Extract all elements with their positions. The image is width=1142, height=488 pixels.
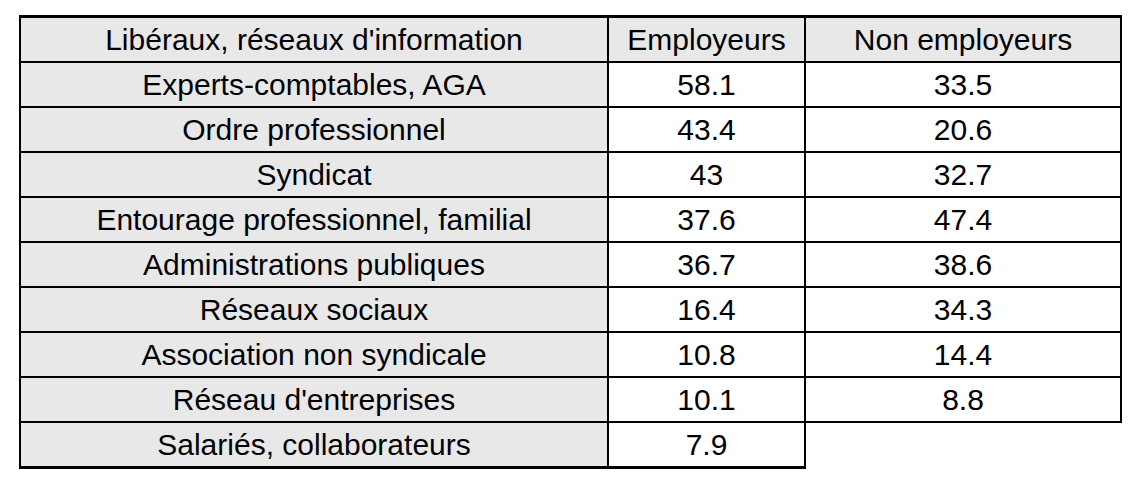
non-employeurs-value-cell: 8.8 [805, 377, 1121, 422]
header-cell-employeurs: Employeurs [608, 17, 805, 63]
row-label-cell: Syndicat [20, 152, 608, 197]
non-employeurs-value-cell: 34.3 [805, 287, 1121, 332]
row-label-cell: Ordre professionnel [20, 107, 608, 152]
employeurs-value-cell: 10.8 [608, 332, 805, 377]
employeurs-value-cell: 37.6 [608, 197, 805, 242]
employeurs-value-cell: 36.7 [608, 242, 805, 287]
employeurs-value-cell: 43 [608, 152, 805, 197]
table-row: Administrations publiques 36.7 38.6 [20, 242, 1121, 287]
row-label-cell: Administrations publiques [20, 242, 608, 287]
row-label-cell: Réseau d'entreprises [20, 377, 608, 422]
header-cell-category: Libéraux, réseaux d'information [20, 17, 608, 63]
employeurs-value-cell: 10.1 [608, 377, 805, 422]
non-employeurs-value-cell: 14.4 [805, 332, 1121, 377]
employeurs-value-cell: 58.1 [608, 62, 805, 107]
employeurs-value-cell: 7.9 [608, 422, 805, 468]
table-header-row: Libéraux, réseaux d'information Employeu… [20, 17, 1121, 63]
non-employeurs-value-cell: 33.5 [805, 62, 1121, 107]
row-label-cell: Experts-comptables, AGA [20, 62, 608, 107]
non-employeurs-value-cell: 47.4 [805, 197, 1121, 242]
employeurs-value-cell: 43.4 [608, 107, 805, 152]
non-employeurs-value-cell: 32.7 [805, 152, 1121, 197]
row-label-cell: Entourage professionnel, familial [20, 197, 608, 242]
employeurs-value-cell: 16.4 [608, 287, 805, 332]
table-row: Entourage professionnel, familial 37.6 4… [20, 197, 1121, 242]
data-table: Libéraux, réseaux d'information Employeu… [19, 15, 1122, 469]
row-label-cell: Association non syndicale [20, 332, 608, 377]
table-row: Association non syndicale 10.8 14.4 [20, 332, 1121, 377]
row-label-cell: Salariés, collaborateurs [20, 422, 608, 468]
table-row: Salariés, collaborateurs 7.9 [20, 422, 1121, 468]
table-row: Experts-comptables, AGA 58.1 33.5 [20, 62, 1121, 107]
table-row: Réseaux sociaux 16.4 34.3 [20, 287, 1121, 332]
header-cell-non-employeurs: Non employeurs [805, 17, 1121, 63]
row-label-cell: Réseaux sociaux [20, 287, 608, 332]
non-employeurs-value-cell: 38.6 [805, 242, 1121, 287]
table-row: Réseau d'entreprises 10.1 8.8 [20, 377, 1121, 422]
table-row: Ordre professionnel 43.4 20.6 [20, 107, 1121, 152]
table-row: Syndicat 43 32.7 [20, 152, 1121, 197]
non-employeurs-value-cell: 20.6 [805, 107, 1121, 152]
